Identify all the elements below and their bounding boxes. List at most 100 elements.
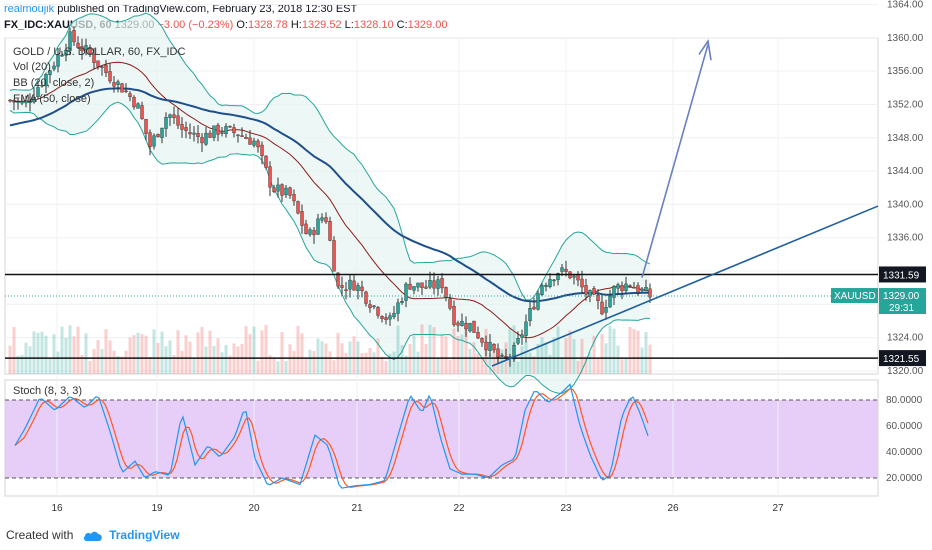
- volume-bar: [40, 331, 44, 374]
- candle: [400, 301, 404, 304]
- bb-upper-line: [9, 12, 651, 301]
- candle: [388, 315, 392, 320]
- candle: [312, 230, 316, 236]
- candle: [140, 105, 144, 120]
- candle: [108, 71, 112, 82]
- candle: [156, 134, 160, 138]
- candle: [280, 184, 284, 196]
- candle: [472, 320, 476, 333]
- candle: [332, 240, 336, 272]
- legend-ema[interactable]: EMA (50, close): [13, 93, 91, 105]
- candle: [232, 127, 236, 134]
- candle: [56, 54, 60, 67]
- candle: [248, 137, 252, 145]
- volume-bar: [616, 345, 620, 374]
- x-tick-label: 23: [560, 503, 572, 514]
- candle: [408, 283, 412, 290]
- volume-bar: [572, 339, 576, 374]
- candle: [12, 100, 16, 103]
- volume-bar: [372, 352, 376, 374]
- candle: [636, 285, 640, 293]
- candle: [476, 332, 480, 339]
- candle: [48, 70, 52, 76]
- high-label: H:: [290, 19, 302, 31]
- volume-bar: [520, 346, 524, 374]
- volume-bar: [444, 336, 448, 374]
- candle: [160, 127, 164, 138]
- volume-bar: [412, 334, 416, 374]
- candle: [72, 30, 76, 43]
- volume-bar: [48, 358, 52, 374]
- legend-bb[interactable]: BB (20, close, 2): [13, 77, 95, 89]
- candle: [224, 126, 228, 135]
- candle: [396, 302, 400, 314]
- candle: [336, 272, 340, 287]
- y-tick-label: 1336.00: [887, 233, 924, 244]
- price-change: −3.00 (−0.23%): [157, 19, 234, 31]
- volume-bar: [192, 358, 196, 374]
- volume-bar: [516, 361, 520, 374]
- volume-bar: [312, 350, 316, 374]
- candle: [152, 135, 156, 147]
- trend-line[interactable]: [491, 205, 879, 367]
- symbol-tag: [831, 288, 878, 304]
- stoch-d-line: [14, 388, 649, 488]
- projection-arrow[interactable]: [641, 44, 709, 278]
- volume-bar: [636, 330, 640, 374]
- candle: [368, 304, 372, 309]
- candle: [60, 54, 64, 57]
- volume-bar: [596, 357, 600, 374]
- volume-bar: [376, 338, 380, 374]
- candle: [52, 65, 56, 70]
- candle: [148, 132, 152, 147]
- candle: [104, 64, 108, 73]
- candle: [348, 279, 352, 290]
- candle: [520, 334, 524, 338]
- candle: [16, 101, 20, 103]
- candle: [352, 280, 356, 291]
- volume-bar: [176, 330, 180, 374]
- legend-stoch[interactable]: Stoch (8, 3, 3): [13, 385, 83, 397]
- candle: [372, 305, 376, 308]
- candle: [584, 285, 588, 295]
- candle: [420, 282, 424, 288]
- volume-bar: [536, 343, 540, 374]
- volume-bar: [360, 353, 364, 374]
- bb-basis-line: [9, 61, 651, 339]
- footer: Created with TradingView: [6, 528, 180, 542]
- volume-bar: [164, 346, 168, 374]
- volume-bar: [272, 357, 276, 374]
- volume-bar: [408, 343, 412, 374]
- x-tick-label: 26: [667, 503, 679, 514]
- volume-bar: [452, 328, 456, 374]
- volume-bar: [128, 337, 132, 374]
- volume-bar: [328, 351, 332, 374]
- volume-bar: [424, 343, 428, 374]
- candle: [384, 317, 388, 321]
- candle: [124, 90, 128, 93]
- candle: [632, 287, 636, 289]
- author-link[interactable]: realmoujik: [4, 3, 55, 15]
- symbol-tag-label: XAUUSD: [834, 291, 876, 302]
- low-value: 1328.10: [353, 19, 394, 31]
- volume-bar: [100, 349, 104, 374]
- close-label: C:: [396, 19, 408, 31]
- bb-lower-line: [9, 101, 651, 394]
- candle: [600, 301, 604, 315]
- volume-bar: [488, 353, 492, 374]
- volume-bar: [140, 334, 144, 374]
- candle: [488, 342, 492, 351]
- volume-bar: [88, 361, 92, 374]
- volume-bar: [132, 335, 136, 374]
- candle: [436, 279, 440, 289]
- tradingview-logo[interactable]: TradingView: [109, 528, 180, 542]
- volume-bar: [60, 326, 64, 374]
- legend-vol[interactable]: Vol (20): [13, 61, 51, 73]
- candle: [272, 187, 276, 192]
- volume-bar: [200, 326, 204, 374]
- candle: [120, 83, 124, 93]
- level-tag: [879, 266, 926, 283]
- volume-bar: [556, 326, 560, 374]
- y-tick-label: 1364.00: [887, 0, 924, 10]
